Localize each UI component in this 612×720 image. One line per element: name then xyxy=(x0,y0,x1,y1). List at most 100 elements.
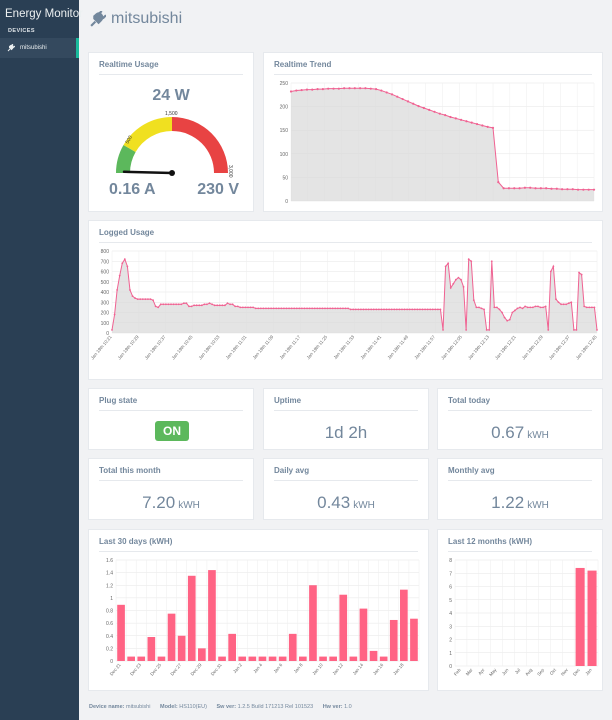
data-point xyxy=(123,258,126,261)
y-tick-label: 0.6 xyxy=(106,621,113,627)
x-tick-label: Jan 2 xyxy=(232,662,243,674)
y-tick-label: 1 xyxy=(449,651,452,657)
data-point xyxy=(449,287,452,289)
data-point xyxy=(411,308,414,311)
data-point xyxy=(544,305,547,308)
x-tick-label: Jan 6 xyxy=(273,662,284,674)
x-tick-label: Jan 19th 12:05 xyxy=(440,334,463,360)
data-point xyxy=(475,122,479,126)
series-line xyxy=(111,258,598,331)
y-tick-label: 100 xyxy=(101,321,110,327)
y-tick-label: 4 xyxy=(449,611,452,617)
bar xyxy=(339,594,348,661)
total-month-value: 7.20 kWH xyxy=(89,493,253,513)
plug-state-toggle[interactable]: ON xyxy=(155,421,189,441)
divider xyxy=(448,551,592,552)
plug-icon xyxy=(90,10,106,27)
data-point xyxy=(552,265,555,268)
data-point xyxy=(521,307,524,310)
y-tick-label: 200 xyxy=(101,311,110,317)
uptime-value: 1d 2h xyxy=(264,423,428,443)
value-number: 0.43 xyxy=(317,493,351,512)
data-point xyxy=(327,87,330,90)
data-point xyxy=(570,301,573,304)
value-unit: kWH xyxy=(527,500,549,511)
x-tick-label: Jan 19th 12:29 xyxy=(521,334,544,360)
data-point xyxy=(449,115,452,119)
data-point xyxy=(129,289,131,291)
x-tick-label: Jan 19th 10:29 xyxy=(117,334,140,360)
data-point xyxy=(352,308,355,311)
data-point xyxy=(444,113,447,117)
data-point xyxy=(365,308,367,311)
divider xyxy=(99,480,243,481)
data-point xyxy=(154,305,157,308)
panel-title: Last 30 days (kWH) xyxy=(99,537,173,546)
x-tick-label: Jan 19th 12:13 xyxy=(467,334,490,360)
data-point xyxy=(247,306,249,309)
data-point xyxy=(580,273,583,276)
data-point xyxy=(488,329,491,331)
data-point xyxy=(588,306,591,309)
data-point xyxy=(295,89,298,92)
data-point xyxy=(208,302,211,305)
data-point xyxy=(547,329,550,331)
data-point xyxy=(262,307,265,310)
sidebar-item-label: mitsubishi xyxy=(20,45,47,51)
last-30-days-panel: Last 30 days (kWH) 0 0.2 0.4 0.6 0.8 1 1.2 1.4 1… xyxy=(88,529,429,691)
x-tick-label: Jan 19th 11:25 xyxy=(306,334,329,360)
x-tick-label: May xyxy=(488,667,498,677)
data-point xyxy=(308,307,311,310)
data-point xyxy=(408,308,411,311)
model-label: Model: xyxy=(159,704,178,710)
data-point xyxy=(206,303,208,306)
data-point xyxy=(557,301,560,304)
data-point xyxy=(306,307,308,310)
data-point xyxy=(241,306,244,309)
data-point xyxy=(385,308,388,311)
bar xyxy=(349,656,358,661)
data-point xyxy=(523,186,526,189)
data-point xyxy=(147,298,149,301)
data-point xyxy=(567,302,570,305)
value-unit: kWH xyxy=(527,430,549,441)
data-point xyxy=(224,304,226,307)
gauge-tick-label-3000: 3,000 xyxy=(227,165,233,178)
x-tick-label: Jan 19th 11:09 xyxy=(252,334,275,360)
data-point xyxy=(562,303,565,306)
divider xyxy=(274,74,592,75)
app-brand[interactable]: Energy Monitor xyxy=(5,8,83,20)
y-tick-label: 600 xyxy=(101,270,110,276)
x-tick-label: Dec 23 xyxy=(129,662,142,677)
series-area xyxy=(112,259,597,333)
x-tick-label: Jan 19th 12:21 xyxy=(494,334,517,360)
data-point xyxy=(185,302,188,305)
data-point xyxy=(342,307,344,310)
data-point xyxy=(372,308,375,311)
data-point xyxy=(436,308,439,311)
data-point xyxy=(480,307,483,310)
data-point xyxy=(275,307,278,310)
data-point xyxy=(583,305,586,308)
data-point xyxy=(539,306,542,309)
gauge-tick-label-500: 500 xyxy=(125,135,134,145)
sidebar-item-mitsubishi[interactable]: mitsubishi xyxy=(0,38,79,58)
data-point xyxy=(193,304,196,307)
x-tick-label: Jan 8 xyxy=(293,662,304,674)
data-point xyxy=(593,306,596,309)
y-tick-label: 1.4 xyxy=(106,571,113,577)
data-point xyxy=(549,270,552,273)
data-point xyxy=(175,303,178,306)
data-point xyxy=(167,303,170,306)
bar xyxy=(167,613,176,661)
y-tick-label: 1.6 xyxy=(106,558,113,564)
data-point xyxy=(396,95,399,98)
bar xyxy=(127,656,135,661)
bar xyxy=(137,656,146,661)
data-point xyxy=(416,308,419,311)
data-point xyxy=(537,305,539,308)
device-name-label: Device name: xyxy=(89,704,125,710)
bar xyxy=(299,656,307,661)
sidebar-section-label: DEVICES xyxy=(8,28,35,34)
